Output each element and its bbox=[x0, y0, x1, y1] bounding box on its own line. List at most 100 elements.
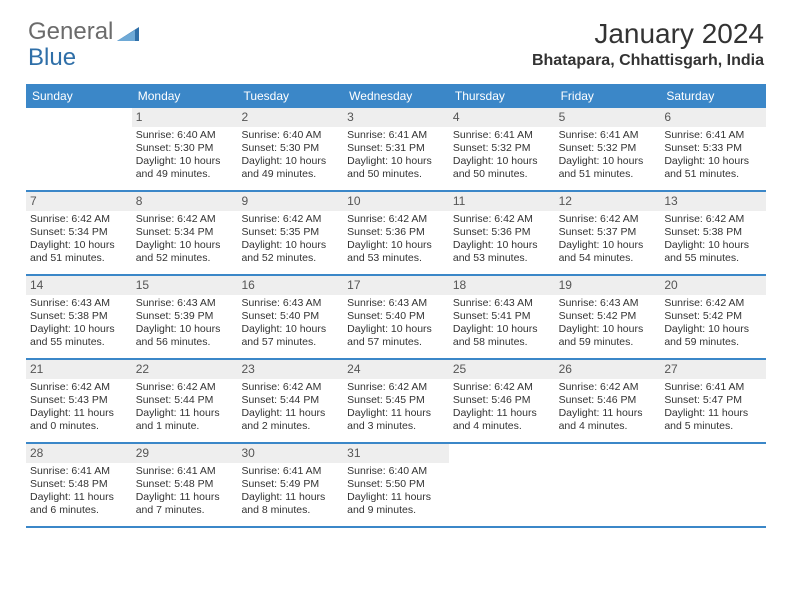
day-details: Sunrise: 6:42 AMSunset: 5:42 PMDaylight:… bbox=[660, 297, 766, 354]
day-details: Sunrise: 6:41 AMSunset: 5:49 PMDaylight:… bbox=[237, 465, 343, 522]
detail-line: and 9 minutes. bbox=[347, 504, 445, 517]
day-details: Sunrise: 6:42 AMSunset: 5:37 PMDaylight:… bbox=[555, 213, 661, 270]
detail-line: Sunrise: 6:41 AM bbox=[241, 465, 339, 478]
week-row: 1Sunrise: 6:40 AMSunset: 5:30 PMDaylight… bbox=[26, 108, 766, 192]
detail-line: Sunset: 5:34 PM bbox=[136, 226, 234, 239]
day-number: 31 bbox=[343, 444, 449, 463]
day-details: Sunrise: 6:40 AMSunset: 5:30 PMDaylight:… bbox=[132, 129, 238, 186]
detail-line: Sunset: 5:39 PM bbox=[136, 310, 234, 323]
day-number: 21 bbox=[26, 360, 132, 379]
day-number: 28 bbox=[26, 444, 132, 463]
day-number: 20 bbox=[660, 276, 766, 295]
day-number: 9 bbox=[237, 192, 343, 211]
detail-line: and 49 minutes. bbox=[136, 168, 234, 181]
day-number: 12 bbox=[555, 192, 661, 211]
detail-line: Daylight: 10 hours bbox=[136, 323, 234, 336]
day-cell-5: 5Sunrise: 6:41 AMSunset: 5:32 PMDaylight… bbox=[555, 108, 661, 190]
detail-line: Sunset: 5:38 PM bbox=[30, 310, 128, 323]
detail-line: and 50 minutes. bbox=[453, 168, 551, 181]
dayname-sunday: Sunday bbox=[26, 84, 132, 108]
dayname-tuesday: Tuesday bbox=[237, 84, 343, 108]
day-details: Sunrise: 6:42 AMSunset: 5:36 PMDaylight:… bbox=[343, 213, 449, 270]
week-row: 14Sunrise: 6:43 AMSunset: 5:38 PMDayligh… bbox=[26, 276, 766, 360]
dayname-saturday: Saturday bbox=[660, 84, 766, 108]
day-details: Sunrise: 6:41 AMSunset: 5:32 PMDaylight:… bbox=[449, 129, 555, 186]
day-number: 16 bbox=[237, 276, 343, 295]
detail-line: and 53 minutes. bbox=[453, 252, 551, 265]
day-cell-9: 9Sunrise: 6:42 AMSunset: 5:35 PMDaylight… bbox=[237, 192, 343, 274]
day-cell-14: 14 Sunrise: 6:43 AMSunset: 5:38 PMDayligh… bbox=[26, 276, 132, 358]
day-number: 25 bbox=[449, 360, 555, 379]
detail-line: and 8 minutes. bbox=[241, 504, 339, 517]
detail-line: Daylight: 10 hours bbox=[347, 239, 445, 252]
day-details bbox=[660, 465, 766, 469]
detail-line: and 0 minutes. bbox=[30, 420, 128, 433]
day-details: Sunrise: 6:43 AMSunset: 5:41 PMDaylight:… bbox=[449, 297, 555, 354]
empty-cell bbox=[26, 108, 132, 190]
dayname-friday: Friday bbox=[555, 84, 661, 108]
logo-text-1: General bbox=[28, 18, 113, 46]
dayname-wednesday: Wednesday bbox=[343, 84, 449, 108]
detail-line: Daylight: 10 hours bbox=[241, 323, 339, 336]
day-cell-12: 12 Sunrise: 6:42 AMSunset: 5:37 PMDayligh… bbox=[555, 192, 661, 274]
detail-line: Sunset: 5:32 PM bbox=[453, 142, 551, 155]
day-cell-15: 15Sunrise: 6:43 AMSunset: 5:39 PMDayligh… bbox=[132, 276, 238, 358]
day-cell-4: 4Sunrise: 6:41 AMSunset: 5:32 PMDaylight… bbox=[449, 108, 555, 190]
detail-line: Sunrise: 6:42 AM bbox=[136, 213, 234, 226]
day-details: Sunrise: 6:43 AMSunset: 5:38 PMDaylight:… bbox=[26, 297, 132, 354]
day-number: 17 bbox=[343, 276, 449, 295]
day-number: 26 bbox=[555, 360, 661, 379]
day-details: Sunrise: 6:43 AMSunset: 5:40 PMDaylight:… bbox=[237, 297, 343, 354]
day-details: Sunrise: 6:41 AMSunset: 5:32 PMDaylight:… bbox=[555, 129, 661, 186]
detail-line: Daylight: 11 hours bbox=[559, 407, 657, 420]
detail-line: Sunset: 5:32 PM bbox=[559, 142, 657, 155]
detail-line: Sunrise: 6:42 AM bbox=[30, 381, 128, 394]
logo-triangle-icon bbox=[117, 23, 139, 41]
day-cell-30: 30 Sunrise: 6:41 AMSunset: 5:49 PMDayligh… bbox=[237, 444, 343, 526]
day-details: Sunrise: 6:42 AMSunset: 5:45 PMDaylight:… bbox=[343, 381, 449, 438]
day-details bbox=[555, 465, 661, 469]
day-number: 14 bbox=[26, 276, 132, 295]
detail-line: and 54 minutes. bbox=[559, 252, 657, 265]
day-number: 3 bbox=[343, 108, 449, 127]
day-number: 29 bbox=[132, 444, 238, 463]
detail-line: and 59 minutes. bbox=[664, 336, 762, 349]
detail-line: Sunset: 5:33 PM bbox=[664, 142, 762, 155]
day-cell-10: 10Sunrise: 6:42 AMSunset: 5:36 PMDayligh… bbox=[343, 192, 449, 274]
detail-line: Sunrise: 6:42 AM bbox=[347, 381, 445, 394]
detail-line: Sunrise: 6:41 AM bbox=[453, 129, 551, 142]
detail-line: Sunrise: 6:43 AM bbox=[30, 297, 128, 310]
detail-line: and 52 minutes. bbox=[136, 252, 234, 265]
detail-line: Sunset: 5:50 PM bbox=[347, 478, 445, 491]
detail-line: and 4 minutes. bbox=[559, 420, 657, 433]
day-cell-13: 13Sunrise: 6:42 AMSunset: 5:38 PMDayligh… bbox=[660, 192, 766, 274]
detail-line: Sunrise: 6:42 AM bbox=[664, 297, 762, 310]
detail-line: Sunset: 5:42 PM bbox=[559, 310, 657, 323]
detail-line: Sunset: 5:34 PM bbox=[30, 226, 128, 239]
day-number: 27 bbox=[660, 360, 766, 379]
day-cell-21: 21Sunrise: 6:42 AMSunset: 5:43 PMDayligh… bbox=[26, 360, 132, 442]
day-cell-25: 25Sunrise: 6:42 AMSunset: 5:46 PMDayligh… bbox=[449, 360, 555, 442]
day-cell-26: 26Sunrise: 6:42 AMSunset: 5:46 PMDayligh… bbox=[555, 360, 661, 442]
detail-line: Sunset: 5:43 PM bbox=[30, 394, 128, 407]
detail-line: Sunrise: 6:42 AM bbox=[559, 213, 657, 226]
detail-line: Daylight: 10 hours bbox=[453, 323, 551, 336]
day-cell-17: 17Sunrise: 6:43 AMSunset: 5:40 PMDayligh… bbox=[343, 276, 449, 358]
detail-line: and 52 minutes. bbox=[241, 252, 339, 265]
detail-line: Daylight: 10 hours bbox=[664, 155, 762, 168]
detail-line: Sunrise: 6:41 AM bbox=[30, 465, 128, 478]
week-row: 21Sunrise: 6:42 AMSunset: 5:43 PMDayligh… bbox=[26, 360, 766, 444]
detail-line: Daylight: 10 hours bbox=[559, 323, 657, 336]
detail-line: Daylight: 10 hours bbox=[347, 323, 445, 336]
day-details: Sunrise: 6:43 AMSunset: 5:39 PMDaylight:… bbox=[132, 297, 238, 354]
detail-line: Sunset: 5:31 PM bbox=[347, 142, 445, 155]
day-details bbox=[449, 465, 555, 469]
day-number: 2 bbox=[237, 108, 343, 127]
detail-line: and 57 minutes. bbox=[241, 336, 339, 349]
detail-line: Sunrise: 6:42 AM bbox=[136, 381, 234, 394]
detail-line: and 1 minute. bbox=[136, 420, 234, 433]
day-details: Sunrise: 6:42 AMSunset: 5:34 PMDaylight:… bbox=[26, 213, 132, 270]
day-number: 30 bbox=[237, 444, 343, 463]
day-number: 11 bbox=[449, 192, 555, 211]
detail-line: and 53 minutes. bbox=[347, 252, 445, 265]
